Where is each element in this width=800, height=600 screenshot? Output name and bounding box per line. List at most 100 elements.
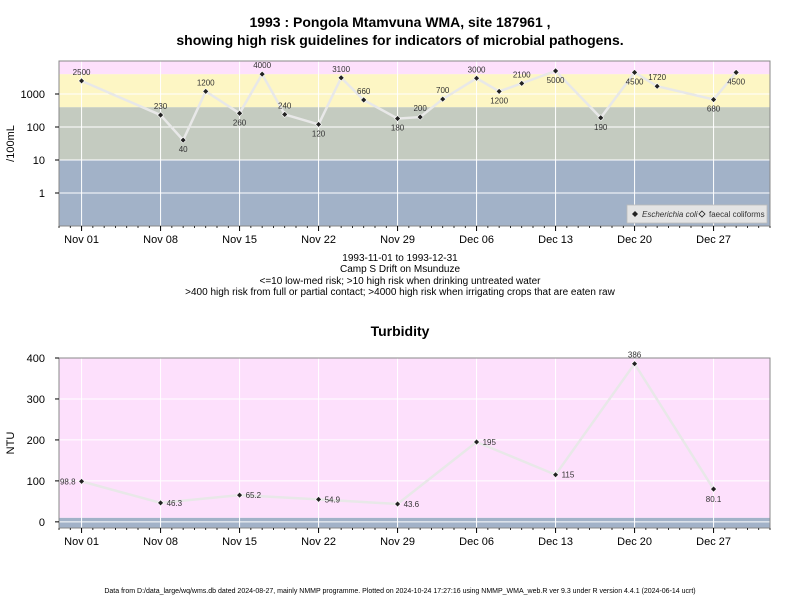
chart2-data-point-7	[631, 360, 638, 368]
chart1-data-point-7	[315, 120, 322, 128]
chart1-x-tick-label-6: Dec 13	[538, 234, 573, 246]
chart1-data-point-13	[473, 74, 480, 82]
chart1-data-label-15: 2100	[513, 70, 531, 79]
chart2-y-tick-label-0: 0	[39, 517, 45, 529]
chart1-data-label-0: 2500	[73, 68, 91, 77]
chart1-y-tick-label-0: 1	[39, 188, 45, 200]
chart1-x-tick-label-8: Dec 27	[696, 234, 731, 246]
chart2-y-tick-label-3: 300	[27, 394, 45, 406]
chart1-data-point-3	[202, 87, 210, 95]
chart2-x-tick-label-8: Dec 27	[696, 536, 731, 548]
chart1-data-label-10: 180	[391, 124, 405, 133]
chart1-data-point-20	[710, 96, 717, 103]
chart2-y-tick-label-4: 400	[27, 353, 45, 365]
chart2-x-tick-label-0: Nov 01	[64, 536, 99, 548]
chart1-risk-band-3	[59, 61, 770, 75]
chart1-data-point-1	[157, 111, 164, 119]
chart1-data-label-1: 230	[154, 102, 168, 111]
chart1-data-label-2: 40	[179, 145, 188, 154]
chart1-data-point-2	[179, 136, 187, 144]
chart2-data-point-2	[236, 491, 243, 499]
chart1-risk-band-1	[59, 107, 770, 160]
chart1-data-point-9	[360, 96, 368, 104]
chart1-data-point-19	[653, 82, 661, 90]
chart2-plot-frame	[58, 357, 771, 529]
caption-guideline-1: <=10 low-med risk; >10 high risk when dr…	[259, 276, 541, 287]
chart1-plot-frame	[58, 60, 771, 227]
chart1-data-label-3: 1200	[197, 78, 215, 87]
chart2-data-label-7: 386	[628, 351, 642, 360]
chart1-data-point-16	[552, 67, 559, 75]
chart2-y-axis-label: NTU	[5, 432, 17, 455]
chart2-risk-band-0	[59, 517, 770, 528]
chart2-x-tick-label-4: Nov 29	[380, 536, 415, 548]
chart1-legend-label-1: faecal coliforms	[709, 210, 765, 219]
chart1-x-tick-label-1: Nov 08	[143, 234, 178, 246]
chart2-title: Turbidity	[370, 323, 430, 339]
chart1-data-label-13: 3000	[468, 65, 486, 74]
chart2-data-point-5	[473, 438, 480, 446]
chart1-data-point-15	[518, 79, 526, 87]
caption-guideline-2: >400 high risk from full or partial cont…	[185, 287, 615, 298]
chart1-data-point-14	[495, 87, 503, 95]
chart1-x-tick-label-3: Nov 22	[301, 234, 336, 246]
chart2-x-tick-label-7: Dec 20	[617, 536, 652, 548]
chart2-data-label-4: 43.6	[404, 500, 420, 509]
chart1-title-line2: showing high risk guidelines for indicat…	[176, 32, 624, 48]
chart1-data-point-5	[258, 70, 266, 78]
chart1-legend-box	[626, 204, 768, 224]
caption-date-range: 1993-11-01 to 1993-12-31	[342, 253, 458, 264]
chart1-data-point-10	[394, 115, 401, 123]
chart2-data-label-5: 195	[483, 438, 497, 447]
chart2-x-tick-label-3: Nov 22	[301, 536, 336, 548]
chart1-y-tick-label-2: 100	[27, 122, 45, 134]
chart2-data-label-1: 46.3	[167, 499, 183, 508]
chart1-data-label-11: 200	[413, 104, 427, 113]
chart2-data-point-6	[552, 471, 559, 479]
chart2-y-tick-label-2: 200	[27, 435, 45, 447]
chart2-data-point-0	[78, 477, 85, 485]
chart1-data-point-0	[78, 77, 85, 85]
chart1-y-tick-label-3: 1000	[21, 89, 45, 101]
chart1-y-axis-label: /100mL	[5, 125, 17, 162]
chart1-data-label-18: 4500	[626, 77, 644, 86]
chart1-x-tick-label-5: Dec 06	[459, 234, 494, 246]
chart1-data-label-8: 3100	[332, 65, 350, 74]
chart1-y-tick-label-1: 10	[33, 155, 45, 167]
chart1-data-label-19: 1720	[648, 73, 666, 82]
chart1-data-label-21: 4500	[727, 77, 745, 86]
chart1-data-label-7: 120	[312, 129, 326, 138]
chart1-data-point-17	[597, 114, 605, 122]
chart2-x-tick-label-2: Nov 15	[222, 536, 257, 548]
chart1-series-line-0	[81, 69, 738, 143]
chart2-data-point-8	[710, 485, 717, 493]
chart2-data-label-8: 80.1	[706, 495, 722, 504]
chart1-data-point-18	[631, 69, 638, 76]
chart1-data-label-12: 700	[436, 86, 450, 95]
chart1-data-point-8	[337, 74, 345, 82]
chart2-x-tick-label-1: Nov 08	[143, 536, 178, 548]
chart1-data-point-11	[416, 113, 424, 121]
chart1-data-label-6: 240	[278, 101, 292, 110]
chart1-data-point-6	[281, 111, 289, 118]
chart1-x-tick-label-2: Nov 15	[222, 234, 257, 246]
chart2-data-label-6: 115	[562, 471, 575, 480]
chart1-title-line1: 1993 : Pongola Mtamvuna WMA, site 187961…	[249, 14, 551, 30]
chart1-data-point-4	[236, 109, 243, 117]
chart2-risk-band-1	[59, 358, 770, 518]
chart2-data-label-0: 98.8	[60, 477, 76, 486]
chart1-legend-marker-0	[632, 211, 638, 217]
caption-site-name: Camp S Drift on Msunduze	[339, 264, 461, 275]
chart1-x-tick-label-0: Nov 01	[64, 234, 99, 246]
chart1-data-label-16: 5000	[547, 76, 565, 85]
chart1-data-label-9: 660	[357, 87, 371, 96]
chart1-legend-label-0: Escherichia coli	[642, 210, 698, 219]
chart1-data-point-21	[732, 69, 740, 76]
chart1-legend-marker-1	[698, 210, 706, 218]
chart2-x-tick-label-6: Dec 13	[538, 536, 573, 548]
chart1-data-label-20: 680	[707, 105, 721, 114]
chart2-data-point-4	[394, 500, 401, 508]
chart1-data-label-5: 4000	[253, 61, 271, 70]
chart2-data-point-1	[157, 499, 164, 507]
